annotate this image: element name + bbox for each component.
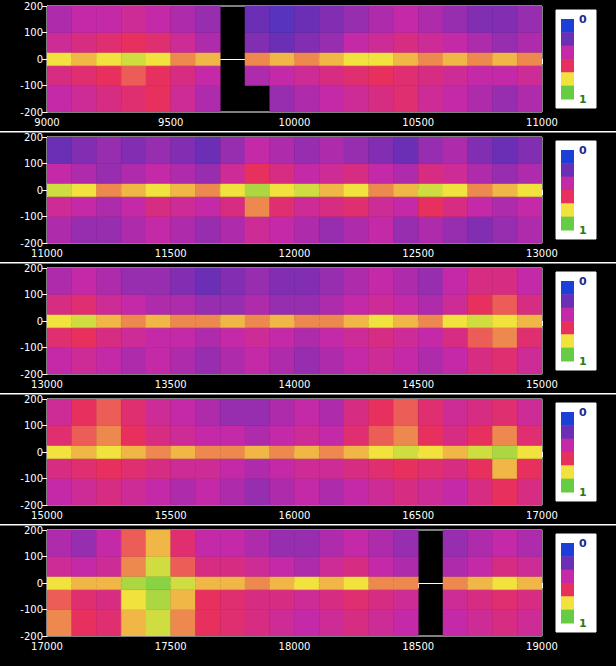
svg-text:-200: -200 bbox=[20, 499, 43, 511]
svg-text:-100: -100 bbox=[20, 80, 43, 91]
svg-text:100: 100 bbox=[24, 551, 43, 562]
svg-text:10000: 10000 bbox=[279, 117, 311, 128]
svg-text:1: 1 bbox=[579, 224, 587, 237]
svg-text:-100: -100 bbox=[20, 211, 43, 222]
svg-text:1: 1 bbox=[579, 93, 587, 106]
svg-text:12500: 12500 bbox=[402, 248, 434, 259]
svg-text:0: 0 bbox=[579, 406, 587, 419]
svg-text:200: 200 bbox=[24, 1, 43, 12]
svg-text:17500: 17500 bbox=[155, 641, 187, 652]
svg-text:19000: 19000 bbox=[526, 641, 558, 652]
svg-text:100: 100 bbox=[24, 420, 43, 431]
svg-text:-100: -100 bbox=[20, 604, 43, 615]
svg-text:16500: 16500 bbox=[402, 510, 434, 521]
svg-text:17000: 17000 bbox=[31, 641, 63, 652]
svg-text:11000: 11000 bbox=[526, 117, 558, 128]
svg-text:11500: 11500 bbox=[155, 248, 187, 259]
svg-text:18000: 18000 bbox=[279, 641, 311, 652]
svg-text:200: 200 bbox=[24, 263, 43, 274]
svg-text:0: 0 bbox=[579, 144, 587, 157]
svg-text:200: 200 bbox=[24, 394, 43, 405]
svg-text:0: 0 bbox=[37, 578, 43, 589]
svg-text:0: 0 bbox=[37, 447, 43, 458]
svg-text:0: 0 bbox=[37, 54, 43, 65]
svg-text:0: 0 bbox=[37, 185, 43, 196]
svg-text:13000: 13000 bbox=[31, 379, 63, 390]
svg-text:9500: 9500 bbox=[158, 117, 183, 128]
svg-text:100: 100 bbox=[24, 289, 43, 300]
svg-text:0: 0 bbox=[579, 275, 587, 288]
svg-text:1: 1 bbox=[579, 355, 587, 368]
svg-text:-200: -200 bbox=[20, 106, 43, 118]
svg-text:-100: -100 bbox=[20, 342, 43, 353]
svg-text:0: 0 bbox=[579, 537, 587, 550]
svg-text:12000: 12000 bbox=[279, 248, 311, 259]
svg-text:200: 200 bbox=[24, 132, 43, 143]
svg-text:15000: 15000 bbox=[31, 510, 63, 521]
svg-text:1: 1 bbox=[579, 486, 587, 499]
svg-text:10500: 10500 bbox=[402, 117, 434, 128]
svg-text:15000: 15000 bbox=[526, 379, 558, 390]
svg-text:13500: 13500 bbox=[155, 379, 187, 390]
svg-text:9000: 9000 bbox=[34, 117, 59, 128]
svg-text:1: 1 bbox=[579, 617, 587, 630]
svg-text:15500: 15500 bbox=[155, 510, 187, 521]
svg-text:-200: -200 bbox=[20, 368, 43, 380]
svg-text:18500: 18500 bbox=[402, 641, 434, 652]
svg-text:13000: 13000 bbox=[526, 248, 558, 259]
svg-text:-100: -100 bbox=[20, 473, 43, 484]
svg-text:-200: -200 bbox=[20, 237, 43, 249]
svg-text:17000: 17000 bbox=[526, 510, 558, 521]
svg-text:0: 0 bbox=[579, 13, 587, 26]
svg-text:200: 200 bbox=[24, 525, 43, 536]
svg-text:100: 100 bbox=[24, 158, 43, 169]
svg-text:11000: 11000 bbox=[31, 248, 63, 259]
svg-text:0: 0 bbox=[37, 316, 43, 327]
svg-text:-200: -200 bbox=[20, 630, 43, 642]
svg-text:14500: 14500 bbox=[402, 379, 434, 390]
svg-text:14000: 14000 bbox=[279, 379, 311, 390]
svg-text:100: 100 bbox=[24, 27, 43, 38]
svg-text:16000: 16000 bbox=[279, 510, 311, 521]
